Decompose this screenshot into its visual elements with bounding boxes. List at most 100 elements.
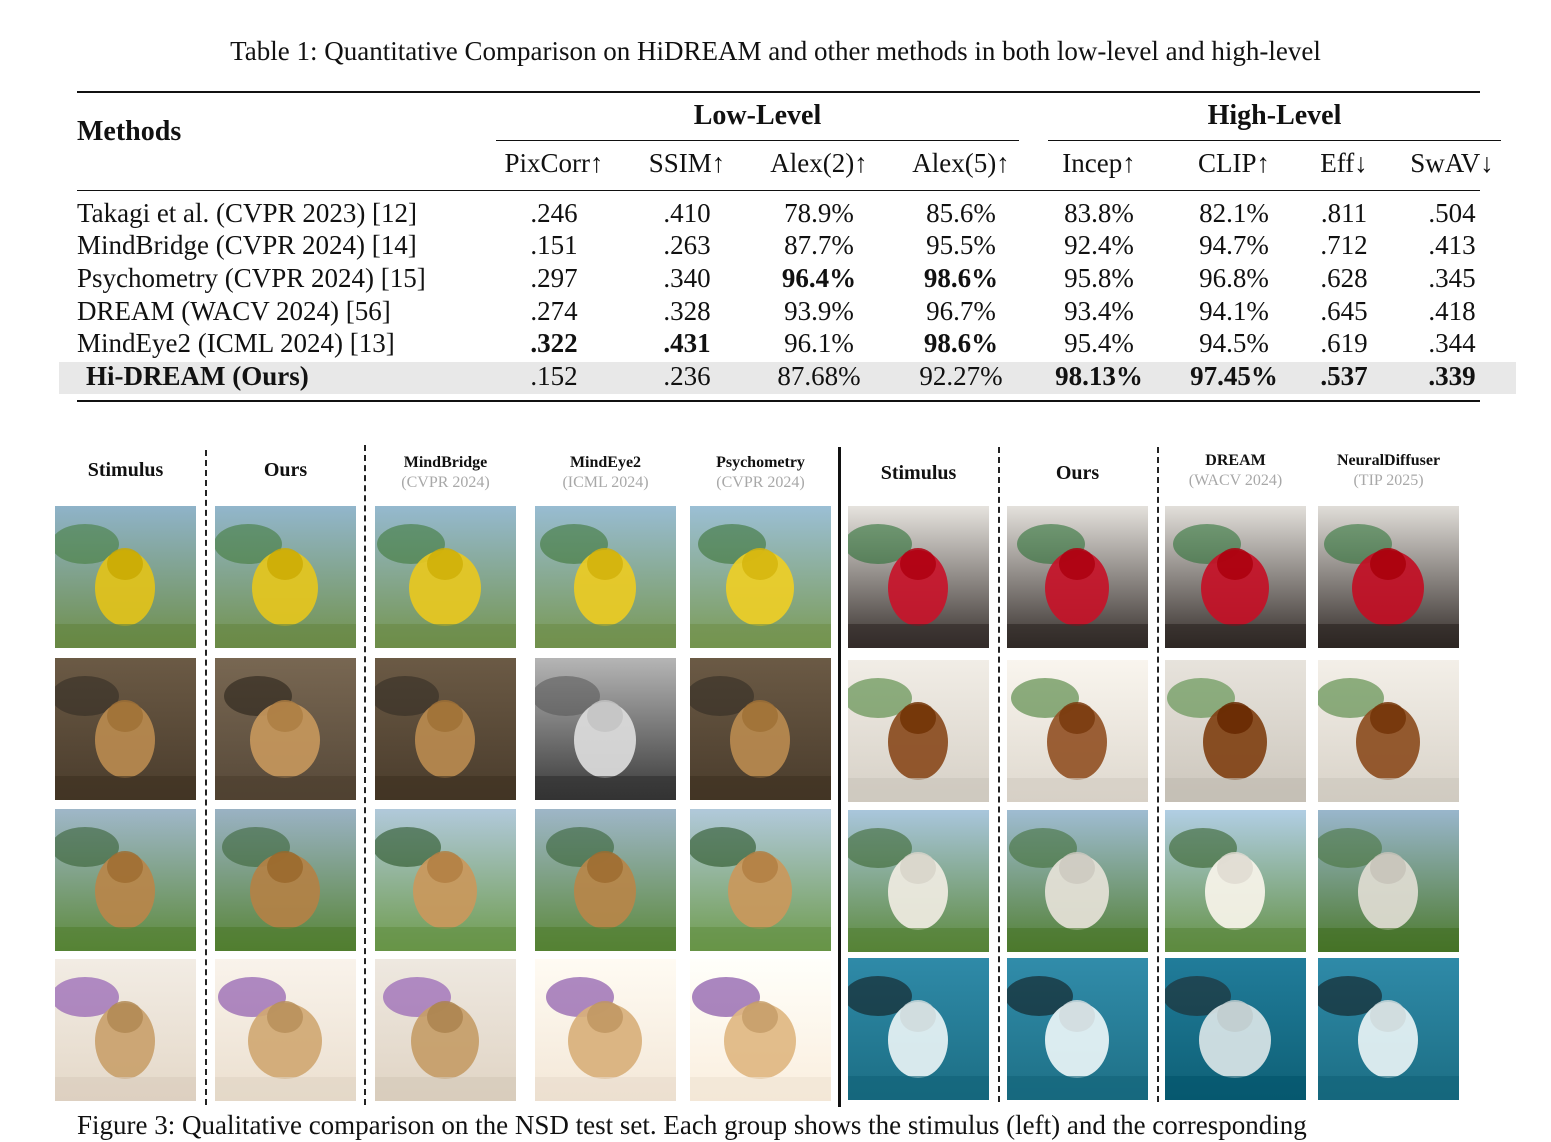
image-tile (690, 658, 831, 800)
table-cell: .328 (663, 296, 711, 326)
table-cell: .274 (530, 296, 578, 326)
image-tile (535, 959, 676, 1101)
figure-column-title: Stimulus (87, 459, 164, 481)
table-cell: .413 (1428, 230, 1476, 260)
table-cell: 95.4% (1064, 328, 1134, 358)
column-header: CLIP↑ (1197, 148, 1270, 178)
table-header-rule (77, 190, 1480, 191)
table-cell: .645 (1320, 296, 1368, 326)
image-tile (375, 658, 516, 800)
table-cell: 93.9% (784, 296, 854, 326)
figure-column-venue: (TIP 2025) (1353, 472, 1424, 489)
image-tile (1165, 506, 1306, 648)
image-tile (1007, 810, 1148, 952)
figure-column-title: NeuralDiffuser (1336, 452, 1441, 469)
image-tile (848, 506, 989, 648)
column-header: Incep↑ (1062, 148, 1136, 178)
column-header: SSIM↑ (648, 148, 726, 178)
figure-column-venue: (CVPR 2024) (401, 474, 490, 491)
figure-column-header: DREAM (WACV 2024) (1155, 451, 1316, 491)
low-level-underline (496, 140, 1019, 141)
image-tile (215, 658, 356, 800)
figure-column-title: Stimulus (880, 462, 957, 484)
image-tile (375, 959, 516, 1101)
table-cell: 92.4% (1064, 230, 1134, 260)
table-cell: 83.8% (1064, 198, 1134, 228)
figure-column-header: Stimulus (45, 457, 206, 483)
image-tile (1007, 660, 1148, 802)
figure-column-venue: (CVPR 2024) (716, 474, 805, 491)
image-tile (215, 809, 356, 951)
table-top-rule (77, 91, 1480, 93)
dashed-separator (998, 447, 1000, 1102)
table-cell: 82.1% (1199, 198, 1269, 228)
dashed-separator (364, 445, 366, 1105)
table-cell: 78.9% (784, 198, 854, 228)
table-cell: 94.5% (1199, 328, 1269, 358)
table-cell: 92.27% (919, 361, 1003, 391)
column-header: Alex(2)↑ (770, 148, 868, 178)
table-cell: .340 (663, 263, 711, 293)
image-tile (215, 506, 356, 648)
table-cell: .263 (663, 230, 711, 260)
table-cell: .322 (530, 328, 578, 358)
table-cell: .344 (1428, 328, 1476, 358)
image-tile (1318, 660, 1459, 802)
figure-column-header: Ours (997, 460, 1158, 486)
image-tile (535, 506, 676, 648)
table-cell: .339 (1428, 361, 1476, 391)
low-level-group-header: Low-Level (693, 100, 822, 131)
table-cell: .431 (663, 328, 711, 358)
figure-column-header: Psychometry (CVPR 2024) (680, 453, 841, 493)
high-level-group-header: High-Level (1207, 100, 1342, 131)
figure-column-header: Ours (205, 457, 366, 483)
table-cell: .811 (1320, 198, 1368, 228)
image-tile (1165, 810, 1306, 952)
table-cell: 98.6% (923, 328, 999, 358)
table-cell: .619 (1320, 328, 1368, 358)
figure-column-header: MindEye2 (ICML 2024) (525, 453, 686, 493)
image-tile (1318, 810, 1459, 952)
method-name: Psychometry (CVPR 2024) [15] (77, 263, 426, 293)
method-name: MindBridge (CVPR 2024) [14] (77, 230, 417, 260)
table-cell: .236 (663, 361, 711, 391)
image-tile (215, 959, 356, 1101)
image-tile (55, 506, 196, 648)
figure-column-venue: (WACV 2024) (1188, 472, 1283, 489)
table-cell: 98.13% (1055, 361, 1143, 391)
figure-column-title: Psychometry (716, 454, 805, 471)
image-tile (848, 660, 989, 802)
figure-caption: Figure 3: Qualitative comparison on the … (77, 1110, 1307, 1140)
image-tile (690, 506, 831, 648)
table-cell: .418 (1428, 296, 1476, 326)
table-cell: 87.68% (777, 361, 861, 391)
image-tile (55, 809, 196, 951)
image-tile (535, 809, 676, 951)
image-tile (690, 809, 831, 951)
image-tile (375, 506, 516, 648)
table-cell: .410 (663, 198, 711, 228)
image-tile (1007, 506, 1148, 648)
image-tile (1318, 958, 1459, 1100)
table-cell: 94.1% (1199, 296, 1269, 326)
method-name: DREAM (WACV 2024) [56] (77, 296, 391, 326)
table-bottom-rule (77, 400, 1480, 402)
high-level-underline (1048, 140, 1501, 141)
figure-column-header: MindBridge (CVPR 2024) (365, 453, 526, 493)
figure-column-header: Stimulus (838, 460, 999, 486)
methods-header: Methods (77, 116, 182, 147)
image-tile (690, 959, 831, 1101)
figure-column-venue: (ICML 2024) (562, 474, 649, 491)
figure-column-title: MindBridge (403, 454, 488, 471)
table-cell: .345 (1428, 263, 1476, 293)
table-cell: 95.8% (1064, 263, 1134, 293)
table-cell: .152 (530, 361, 578, 391)
table-cell: 85.6% (926, 198, 996, 228)
column-header: Eff↓ (1320, 148, 1368, 178)
image-tile (55, 959, 196, 1101)
image-tile (535, 658, 676, 800)
method-name: Takagi et al. (CVPR 2023) [12] (77, 198, 418, 228)
figure-column-title: Ours (1055, 462, 1100, 484)
figure-column-header: NeuralDiffuser (TIP 2025) (1308, 451, 1469, 491)
group-separator (838, 447, 841, 1107)
